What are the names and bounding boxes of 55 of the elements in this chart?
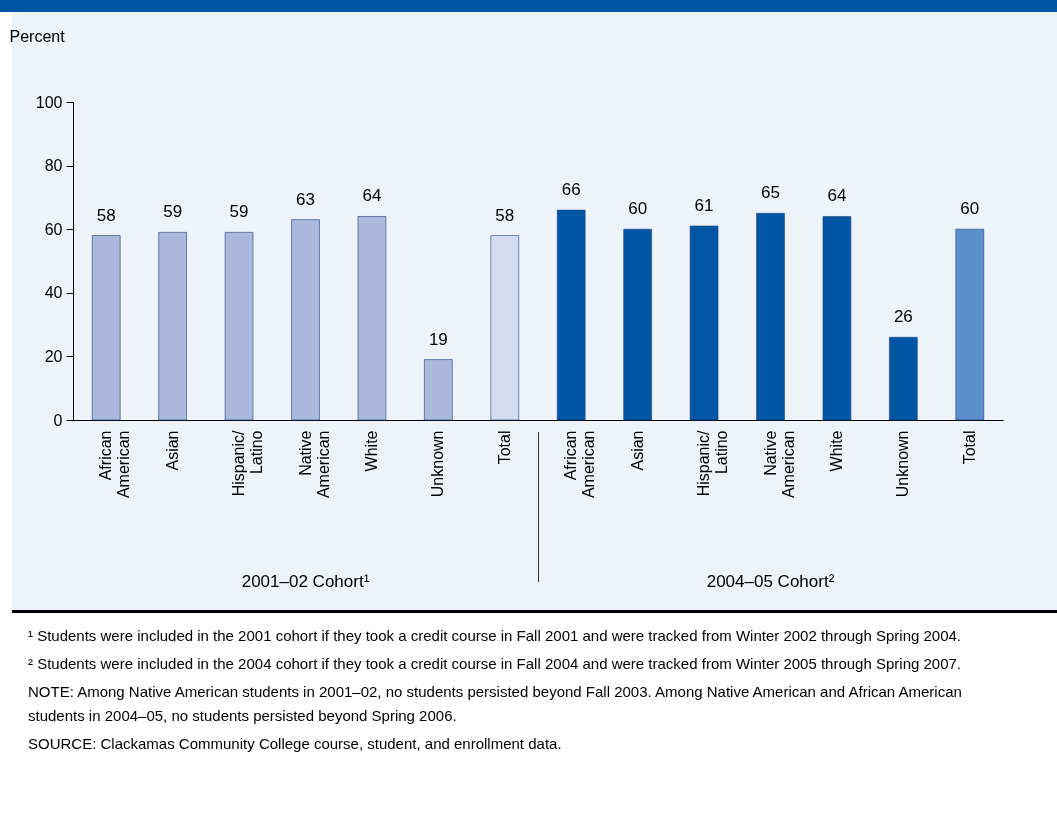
- x-tick-label: African American: [97, 430, 133, 499]
- x-tick-label: White: [362, 430, 380, 472]
- x-tick-label: Total: [495, 430, 513, 465]
- bar: [556, 209, 586, 421]
- data-label: 60: [628, 199, 648, 219]
- data-label: 58: [96, 205, 116, 225]
- data-label: 59: [229, 202, 249, 222]
- bar: [424, 359, 453, 421]
- data-label: 63: [296, 189, 315, 209]
- data-label: 59: [163, 202, 183, 222]
- text: 2004–05 Cohort²: [705, 572, 836, 592]
- y-tick-label: 0: [53, 411, 63, 429]
- data-label: 26: [893, 307, 913, 327]
- bar: [357, 216, 387, 421]
- data-label: 60: [960, 199, 980, 219]
- bar: [490, 235, 520, 421]
- text: NOTE: Among Native American students in 2001–02, no students persisted beyond Fall 2003. Among Native American and African American students in 2004–05, no students persisted beyond Spring 2006.: [28, 682, 963, 726]
- y-tick-label: 20: [44, 347, 63, 365]
- y-tick-label: 40: [44, 284, 63, 302]
- text: ² Students were included in the 2004 cohort if they took a credit course in Fall 2004 and were tracked from Winter 2005 through Spring 2007.: [28, 654, 963, 674]
- x-tick-label: Unknown: [894, 430, 912, 498]
- source-note: SOURCE: Clackamas Community College course, student, and enrollment data.: [28, 734, 563, 754]
- data-label: 19: [428, 329, 448, 349]
- y-axis-title: Percent: [9, 27, 66, 45]
- data-label: 65: [761, 183, 780, 203]
- x-tick-label: Asian: [628, 430, 646, 471]
- text: ¹ Students were included in the 2001 cohort if they took a credit course in Fall 2001 and were tracked from Winter 2002 through Spring 2004.: [28, 626, 963, 646]
- bar: [689, 225, 719, 421]
- bar: [158, 232, 187, 421]
- bar: [955, 228, 985, 421]
- data-label: 64: [362, 186, 382, 206]
- x-tick-label: Hispanic/Latino: [695, 429, 731, 497]
- x-tick-label: Unknown: [429, 430, 447, 498]
- data-label: 66: [561, 180, 581, 200]
- x-tick-label: Total: [960, 430, 978, 465]
- bar: [291, 219, 320, 421]
- y-tick-label: 60: [44, 220, 63, 238]
- y-tick-label: 100: [35, 93, 63, 111]
- text: 2001–02 Cohort¹: [240, 572, 371, 592]
- data-label: 64: [827, 186, 847, 206]
- x-tick-label: Asian: [163, 430, 181, 471]
- data-label: 61: [694, 196, 714, 216]
- data-label: 58: [495, 205, 515, 225]
- bar: [822, 216, 852, 421]
- bar: [623, 228, 652, 421]
- bar: [889, 337, 918, 421]
- bar: [224, 232, 254, 421]
- x-tick-label: Native American: [761, 430, 797, 499]
- bar: [91, 235, 121, 421]
- x-tick-label: Native American: [296, 430, 332, 499]
- y-tick-label: 80: [44, 157, 63, 175]
- x-tick-label: White: [827, 430, 845, 472]
- bar: [756, 213, 785, 421]
- x-tick-label: African American: [562, 430, 598, 499]
- x-tick-label: Hispanic/Latino: [230, 429, 266, 497]
